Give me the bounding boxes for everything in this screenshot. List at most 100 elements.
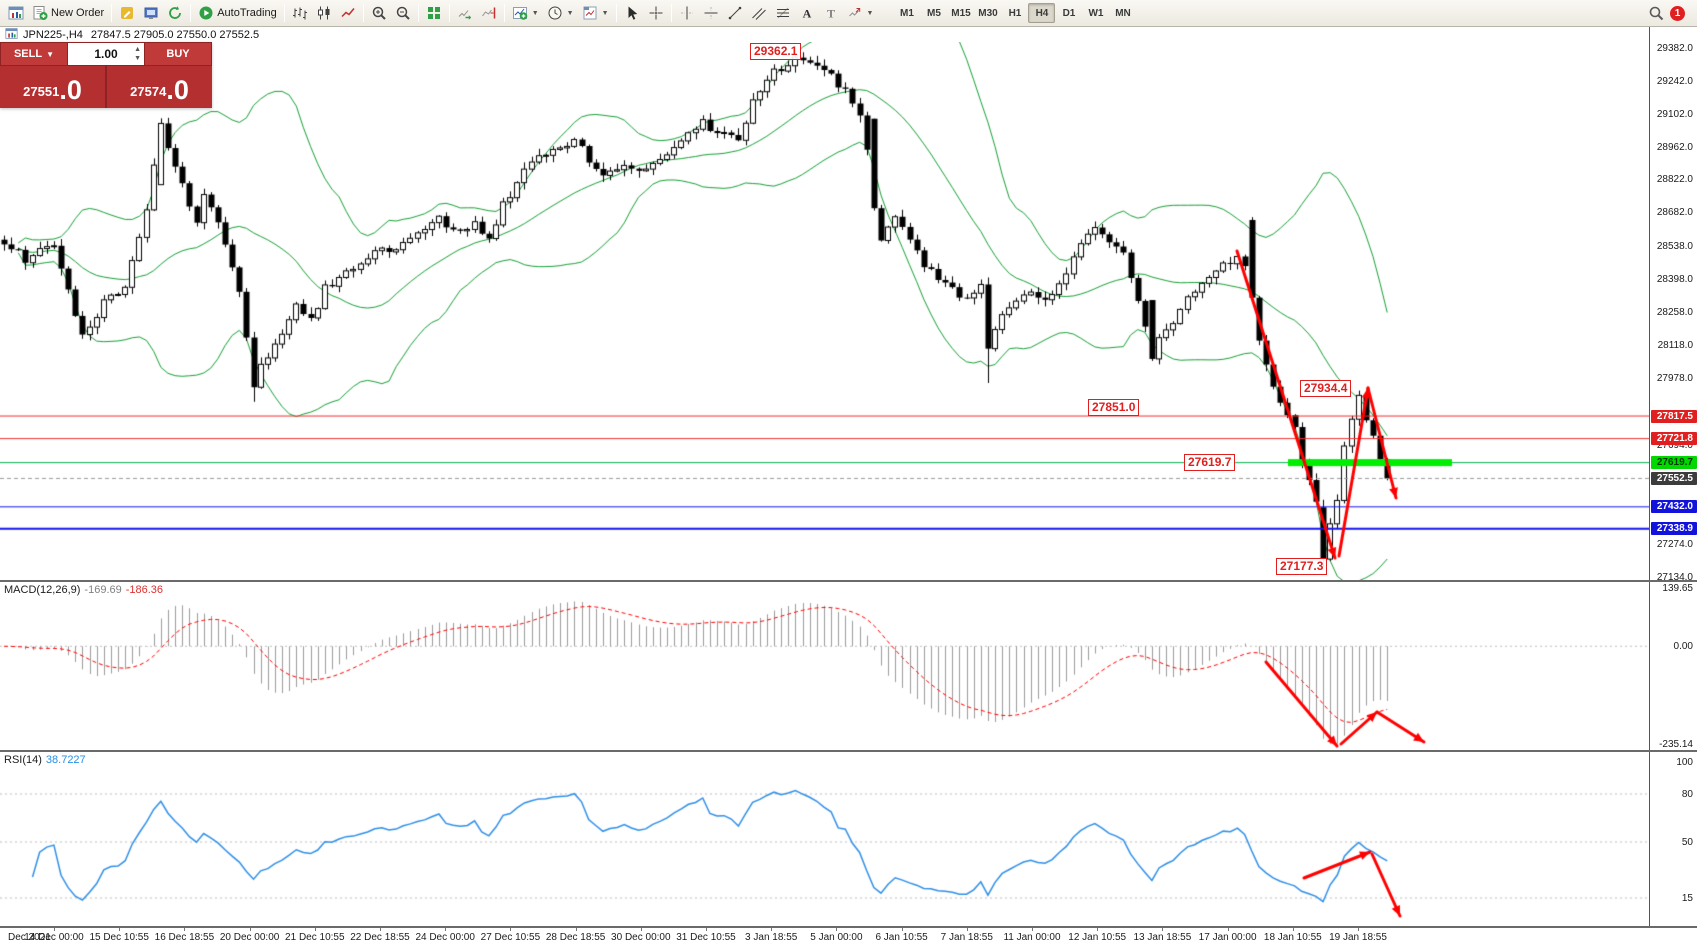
autotrading-button-label: AutoTrading bbox=[217, 7, 277, 19]
buy-price: 27574.0 bbox=[130, 75, 189, 105]
price-axis[interactable]: 29382.0 29242.0 29102.0 28962.0 28822.0 28682… bbox=[1649, 27, 1697, 926]
horizontal-line-button[interactable] bbox=[699, 2, 723, 24]
timeframe-m30-button[interactable]: M30 bbox=[978, 7, 998, 19]
price-axis-badge: 27432.0 bbox=[1651, 500, 1697, 514]
periods-button[interactable]: ▼ bbox=[543, 2, 578, 24]
crosshair-button[interactable] bbox=[644, 2, 668, 24]
tile-windows-button[interactable] bbox=[422, 2, 446, 24]
time-axis[interactable]: Dec 2021 14 Dec 00:00 15 Dec 10:55 16 Dec 1… bbox=[0, 926, 1697, 947]
chart-window-icon[interactable] bbox=[4, 2, 28, 24]
templates-button[interactable]: ▼ bbox=[578, 2, 613, 24]
price-axis-tick: 27978.0 bbox=[1656, 373, 1693, 385]
time-axis-tick bbox=[510, 928, 512, 931]
timeframe-h4-button[interactable]: H4 bbox=[1028, 3, 1056, 23]
timeframe-m5-button[interactable]: M5 bbox=[927, 7, 941, 19]
macd-axis-tick: 0.00 bbox=[1673, 641, 1693, 653]
time-axis-label: 3 Jan 18:55 bbox=[745, 932, 798, 943]
new-order-button[interactable]: New Order bbox=[28, 2, 108, 24]
panel-separator[interactable] bbox=[0, 580, 1697, 582]
data-window-button[interactable] bbox=[139, 2, 163, 24]
trendline-button[interactable] bbox=[723, 2, 747, 24]
price-annotation[interactable]: 27619.7 bbox=[1184, 453, 1236, 471]
time-axis-label: 12 Jan 10:55 bbox=[1068, 932, 1127, 943]
price-annotation[interactable]: 27177.3 bbox=[1276, 557, 1328, 575]
autotrading-button[interactable]: AutoTrading bbox=[194, 2, 281, 24]
text-button[interactable]: A bbox=[795, 2, 819, 24]
indicators-button[interactable]: ▼ bbox=[508, 2, 543, 24]
time-axis-label: Dec 2021 bbox=[8, 932, 51, 943]
time-axis-tick bbox=[54, 928, 55, 931]
chart-title: JPN225-,H4 bbox=[23, 29, 83, 41]
time-axis-tick bbox=[771, 928, 773, 931]
arrows-button[interactable]: ▼ bbox=[843, 2, 878, 24]
price-annotation[interactable]: 27851.0 bbox=[1088, 399, 1140, 417]
time-axis-tick bbox=[1227, 928, 1229, 931]
zoom-out-button[interactable] bbox=[391, 2, 415, 24]
price-axis-tick: 28398.0 bbox=[1656, 274, 1693, 286]
rsi-panel-canvas[interactable] bbox=[0, 752, 1649, 926]
price-axis-tick: 28538.0 bbox=[1656, 241, 1693, 253]
buy-button[interactable]: BUY bbox=[144, 42, 212, 66]
chart-ohlc: 27847.5 27905.0 27550.0 27552.5 bbox=[90, 29, 260, 41]
volume-value: 1.00 bbox=[94, 47, 118, 61]
time-axis-tick bbox=[1358, 928, 1359, 931]
sell-button[interactable]: SELL ▼ bbox=[0, 42, 68, 66]
time-axis-label: 28 Dec 18:55 bbox=[545, 932, 606, 943]
time-axis-label: 21 Dec 10:55 bbox=[285, 932, 345, 943]
notification-badge[interactable]: 1 bbox=[1670, 5, 1685, 21]
refresh-button[interactable] bbox=[163, 2, 187, 24]
timeframe-w1-button[interactable]: W1 bbox=[1088, 7, 1104, 19]
macd-axis-tick: -235.14 bbox=[1659, 738, 1693, 750]
price-axis-tick: 27694.0 bbox=[1656, 440, 1693, 452]
channel-button[interactable] bbox=[747, 2, 771, 24]
chevron-down-icon: ▼ bbox=[566, 9, 574, 17]
time-axis-tick bbox=[445, 928, 447, 931]
zoom-in-button[interactable] bbox=[367, 2, 391, 24]
timeframe-h1-button[interactable]: H1 bbox=[1008, 7, 1022, 19]
volume-up-button[interactable]: ▲ bbox=[134, 46, 141, 53]
panel-separator[interactable] bbox=[0, 750, 1697, 752]
cursor-button[interactable] bbox=[620, 2, 644, 24]
price-axis-badge: 27721.8 bbox=[1651, 432, 1697, 446]
main-chart-canvas[interactable] bbox=[0, 42, 1649, 580]
price-axis-tick: 28118.0 bbox=[1657, 340, 1693, 352]
chart-caption: JPN225-,H4 27847.5 27905.0 27550.0 27552… bbox=[0, 28, 1648, 42]
time-axis-label: 11 Jan 00:00 bbox=[1003, 932, 1061, 943]
toolbar-separator bbox=[283, 4, 285, 22]
price-annotation[interactable]: 29362.1 bbox=[750, 43, 802, 61]
line-chart-button[interactable] bbox=[336, 2, 360, 24]
chart-shift-button[interactable] bbox=[477, 2, 501, 24]
vertical-line-button[interactable] bbox=[675, 2, 699, 24]
time-axis-label: 6 Jan 10:55 bbox=[875, 932, 928, 943]
time-axis-tick bbox=[836, 928, 838, 931]
rsi-axis-tick: 50 bbox=[1681, 837, 1693, 848]
chart-symbol-icon bbox=[5, 27, 18, 43]
toolbar-separator bbox=[615, 4, 617, 22]
time-axis-tick bbox=[901, 928, 903, 931]
fibonacci-button[interactable] bbox=[771, 2, 795, 24]
search-button[interactable] bbox=[1644, 2, 1668, 24]
time-axis-label: 31 Dec 10:55 bbox=[676, 932, 736, 943]
time-axis-label: 18 Jan 10:55 bbox=[1263, 932, 1322, 943]
auto-scroll-button[interactable] bbox=[453, 2, 477, 24]
chevron-down-icon: ▼ bbox=[531, 9, 539, 17]
bar-chart-button[interactable] bbox=[288, 2, 312, 24]
volume-input[interactable]: 1.00 ▲ ▼ bbox=[68, 42, 144, 66]
timeframe-m15-button[interactable]: M15 bbox=[951, 7, 971, 19]
timeframe-d1-button[interactable]: D1 bbox=[1062, 7, 1076, 19]
time-axis-label: 17 Jan 00:00 bbox=[1198, 932, 1257, 943]
time-axis-tick bbox=[249, 928, 251, 931]
volume-down-button[interactable]: ▼ bbox=[134, 55, 141, 62]
time-axis-label: 15 Dec 10:55 bbox=[89, 932, 149, 943]
label-button[interactable]: T bbox=[819, 2, 843, 24]
time-axis-tick bbox=[184, 928, 186, 931]
sell-button-label: SELL bbox=[13, 48, 43, 60]
candlestick-chart-button[interactable] bbox=[312, 2, 336, 24]
metaeditor-button[interactable] bbox=[115, 2, 139, 24]
chevron-down-icon: ▼ bbox=[601, 9, 609, 17]
timeframe-m1-button[interactable]: M1 bbox=[900, 7, 914, 19]
timeframe-mn-button[interactable]: MN bbox=[1115, 7, 1131, 19]
macd-panel-canvas[interactable] bbox=[0, 582, 1649, 750]
price-annotation[interactable]: 27934.4 bbox=[1300, 379, 1352, 397]
price-axis-tick: 28682.0 bbox=[1656, 207, 1693, 219]
